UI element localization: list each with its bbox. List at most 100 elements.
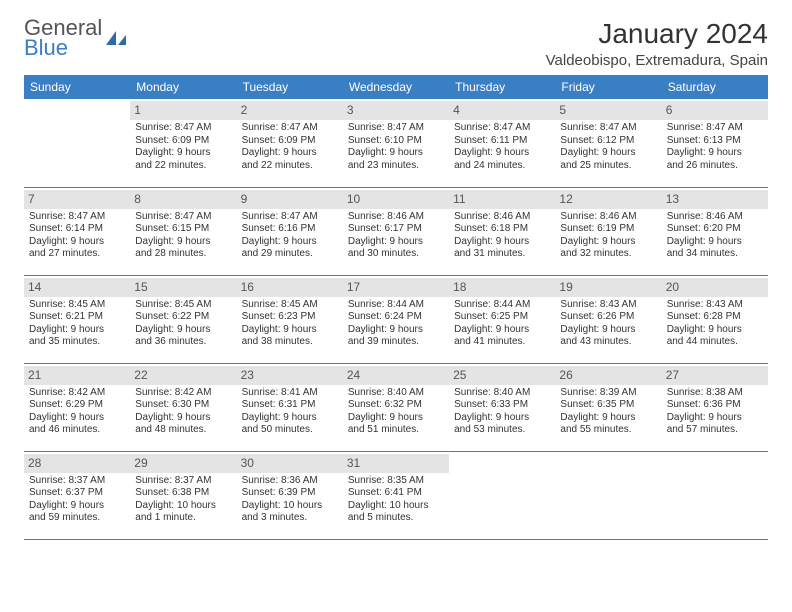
day-sunset: Sunset: 6:20 PM [667,223,763,236]
day-number: 30 [237,454,343,473]
day-sunset: Sunset: 6:13 PM [667,135,763,148]
day-number: 3 [343,101,449,120]
calendar-day-cell: 14Sunrise: 8:45 AMSunset: 6:21 PMDayligh… [24,275,130,363]
day-daylight2: and 46 minutes. [29,424,125,437]
day-number: 27 [662,366,768,385]
day-sunset: Sunset: 6:09 PM [242,135,338,148]
calendar-day-cell: 16Sunrise: 8:45 AMSunset: 6:23 PMDayligh… [237,275,343,363]
calendar-day-cell: 12Sunrise: 8:46 AMSunset: 6:19 PMDayligh… [555,187,661,275]
day-sunset: Sunset: 6:11 PM [454,135,550,148]
day-sunset: Sunset: 6:19 PM [560,223,656,236]
day-daylight2: and 5 minutes. [348,512,444,525]
day-number: 6 [662,101,768,120]
calendar-day-cell: 15Sunrise: 8:45 AMSunset: 6:22 PMDayligh… [130,275,236,363]
calendar-table: Sunday Monday Tuesday Wednesday Thursday… [24,75,768,540]
day-number [662,454,768,473]
weekday-header: Saturday [662,75,768,99]
calendar-day-cell: 22Sunrise: 8:42 AMSunset: 6:30 PMDayligh… [130,363,236,451]
day-daylight1: Daylight: 9 hours [560,147,656,160]
day-daylight2: and 1 minute. [135,512,231,525]
day-sunrise: Sunrise: 8:46 AM [454,211,550,224]
day-daylight1: Daylight: 10 hours [348,500,444,513]
day-number: 13 [662,190,768,209]
day-sunset: Sunset: 6:18 PM [454,223,550,236]
day-sunset: Sunset: 6:35 PM [560,399,656,412]
day-daylight2: and 32 minutes. [560,248,656,261]
day-daylight2: and 22 minutes. [135,160,231,173]
day-daylight2: and 30 minutes. [348,248,444,261]
weekday-header: Friday [555,75,661,99]
day-daylight1: Daylight: 9 hours [348,236,444,249]
day-number: 24 [343,366,449,385]
day-number: 14 [24,278,130,297]
day-daylight1: Daylight: 9 hours [29,500,125,513]
day-number: 28 [24,454,130,473]
calendar-day-cell: 25Sunrise: 8:40 AMSunset: 6:33 PMDayligh… [449,363,555,451]
day-number: 5 [555,101,661,120]
day-daylight2: and 23 minutes. [348,160,444,173]
day-daylight2: and 29 minutes. [242,248,338,261]
calendar-day-cell [24,99,130,187]
day-sunrise: Sunrise: 8:39 AM [560,387,656,400]
calendar-week-row: 28Sunrise: 8:37 AMSunset: 6:37 PMDayligh… [24,451,768,539]
day-daylight2: and 43 minutes. [560,336,656,349]
day-sunset: Sunset: 6:33 PM [454,399,550,412]
day-sunset: Sunset: 6:28 PM [667,311,763,324]
day-sunset: Sunset: 6:09 PM [135,135,231,148]
day-number: 19 [555,278,661,297]
calendar-day-cell: 27Sunrise: 8:38 AMSunset: 6:36 PMDayligh… [662,363,768,451]
day-daylight2: and 27 minutes. [29,248,125,261]
day-sunrise: Sunrise: 8:46 AM [348,211,444,224]
day-sunrise: Sunrise: 8:47 AM [348,122,444,135]
calendar-day-cell: 6Sunrise: 8:47 AMSunset: 6:13 PMDaylight… [662,99,768,187]
day-sunrise: Sunrise: 8:42 AM [29,387,125,400]
day-sunset: Sunset: 6:23 PM [242,311,338,324]
day-daylight1: Daylight: 9 hours [454,324,550,337]
day-sunrise: Sunrise: 8:44 AM [454,299,550,312]
day-daylight2: and 24 minutes. [454,160,550,173]
day-sunrise: Sunrise: 8:37 AM [135,475,231,488]
day-sunset: Sunset: 6:39 PM [242,487,338,500]
day-sunrise: Sunrise: 8:45 AM [135,299,231,312]
calendar-day-cell: 31Sunrise: 8:35 AMSunset: 6:41 PMDayligh… [343,451,449,539]
calendar-day-cell: 21Sunrise: 8:42 AMSunset: 6:29 PMDayligh… [24,363,130,451]
day-number: 25 [449,366,555,385]
day-daylight2: and 22 minutes. [242,160,338,173]
day-daylight1: Daylight: 9 hours [560,324,656,337]
calendar-week-row: 7Sunrise: 8:47 AMSunset: 6:14 PMDaylight… [24,187,768,275]
day-daylight1: Daylight: 9 hours [242,236,338,249]
day-daylight1: Daylight: 9 hours [135,147,231,160]
day-number: 7 [24,190,130,209]
day-daylight2: and 3 minutes. [242,512,338,525]
day-sunrise: Sunrise: 8:40 AM [348,387,444,400]
day-sunset: Sunset: 6:32 PM [348,399,444,412]
day-daylight2: and 28 minutes. [135,248,231,261]
day-daylight1: Daylight: 9 hours [560,412,656,425]
calendar-day-cell: 9Sunrise: 8:47 AMSunset: 6:16 PMDaylight… [237,187,343,275]
day-sunrise: Sunrise: 8:38 AM [667,387,763,400]
day-number: 17 [343,278,449,297]
day-daylight1: Daylight: 9 hours [348,324,444,337]
day-daylight2: and 51 minutes. [348,424,444,437]
calendar-day-cell: 10Sunrise: 8:46 AMSunset: 6:17 PMDayligh… [343,187,449,275]
day-sunrise: Sunrise: 8:46 AM [667,211,763,224]
day-sunrise: Sunrise: 8:47 AM [560,122,656,135]
day-number: 18 [449,278,555,297]
day-sunset: Sunset: 6:14 PM [29,223,125,236]
page-title: January 2024 [546,18,768,50]
weekday-header: Wednesday [343,75,449,99]
day-sunset: Sunset: 6:10 PM [348,135,444,148]
day-daylight2: and 38 minutes. [242,336,338,349]
day-sunrise: Sunrise: 8:36 AM [242,475,338,488]
day-daylight1: Daylight: 9 hours [29,412,125,425]
day-number: 11 [449,190,555,209]
day-sunset: Sunset: 6:22 PM [135,311,231,324]
calendar-day-cell: 20Sunrise: 8:43 AMSunset: 6:28 PMDayligh… [662,275,768,363]
day-daylight1: Daylight: 9 hours [135,412,231,425]
weekday-header: Thursday [449,75,555,99]
header: General Blue January 2024 Valdeobispo, E… [24,18,768,69]
day-sunset: Sunset: 6:15 PM [135,223,231,236]
calendar-day-cell: 23Sunrise: 8:41 AMSunset: 6:31 PMDayligh… [237,363,343,451]
day-sunset: Sunset: 6:38 PM [135,487,231,500]
day-daylight1: Daylight: 9 hours [348,412,444,425]
